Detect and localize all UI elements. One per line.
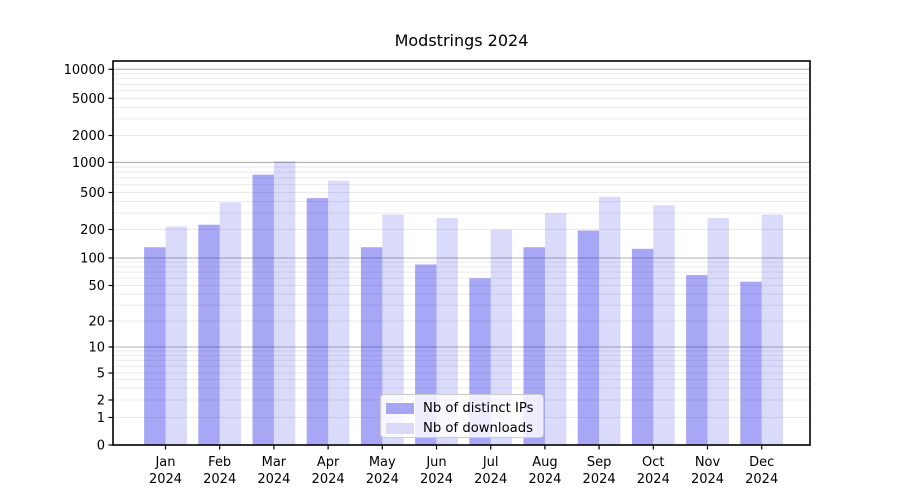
bar-mar-downloads	[273, 161, 296, 445]
y-tick-label: 1000	[72, 156, 105, 171]
legend: Nb of distinct IPs Nb of downloads	[380, 394, 544, 438]
x-tick-label-year: 2024	[474, 472, 507, 487]
bar-dec-downloads	[761, 214, 784, 445]
bar-apr-downloads	[328, 180, 350, 445]
y-tick-label: 10000	[64, 63, 105, 78]
bar-mar-ips	[252, 174, 274, 445]
y-tick-label: 2	[97, 394, 105, 409]
bar-nov-downloads	[707, 218, 729, 445]
x-tick-label-year: 2024	[420, 472, 453, 487]
bar-oct-downloads	[653, 205, 675, 445]
y-tick-label: 0	[97, 439, 105, 454]
axes-frame	[112, 60, 811, 446]
bar-jul-downloads	[490, 229, 513, 445]
x-tick-label-month: Jul	[482, 455, 499, 470]
legend-swatch-downloads	[386, 423, 414, 434]
y-tick-label: 2000	[72, 129, 105, 144]
x-tick-label-year: 2024	[745, 472, 778, 487]
y-tick-label: 500	[80, 186, 105, 201]
y-tick-label: 5	[97, 367, 105, 382]
x-tick-label-month: Dec	[749, 455, 774, 470]
legend-swatch-distinct-ips	[386, 403, 414, 414]
x-tick-label-month: Nov	[695, 455, 721, 470]
x-tick-label-year: 2024	[203, 472, 236, 487]
x-tick-label-year: 2024	[257, 472, 290, 487]
legend-item-downloads: Nb of downloads	[386, 420, 543, 437]
bar-aug-downloads	[544, 213, 567, 445]
bar-may-ips	[360, 247, 383, 445]
y-tick-label: 5000	[72, 92, 105, 107]
legend-label-distinct-ips: Nb of distinct IPs	[423, 401, 534, 416]
x-tick-label-year: 2024	[691, 472, 724, 487]
bar-jan-ips	[144, 247, 166, 445]
chart-title: Modstrings 2024	[394, 31, 529, 50]
x-tick-label-month: Aug	[532, 455, 557, 470]
y-tick-label: 1	[97, 411, 105, 426]
y-tick-label: 10	[88, 341, 105, 356]
y-tick-label: 20	[88, 315, 105, 330]
x-tick-label-month: Jan	[154, 455, 175, 470]
legend-item-distinct-ips: Nb of distinct IPs	[386, 400, 543, 417]
bar-feb-ips	[198, 224, 220, 445]
x-tick-label-month: Mar	[262, 455, 287, 470]
x-tick-label-month: Oct	[642, 455, 664, 470]
x-tick-label-month: May	[369, 455, 396, 470]
bar-sep-downloads	[599, 196, 621, 445]
x-tick-label-year: 2024	[312, 472, 345, 487]
y-tick-label: 200	[80, 223, 105, 238]
x-tick-label-month: Apr	[317, 455, 340, 470]
bar-jan-downloads	[165, 226, 187, 445]
x-tick-label-month: Sep	[587, 455, 612, 470]
bar-oct-ips	[631, 248, 654, 445]
legend-label-downloads: Nb of downloads	[423, 421, 533, 436]
bar-dec-ips	[740, 281, 762, 445]
bar-sep-ips	[577, 230, 600, 445]
x-tick-label-year: 2024	[366, 472, 399, 487]
y-tick-label: 50	[88, 279, 105, 294]
x-tick-label-year: 2024	[149, 472, 182, 487]
bar-jun-downloads	[436, 218, 458, 445]
x-tick-label-year: 2024	[528, 472, 561, 487]
bar-may-downloads	[382, 214, 404, 445]
bar-nov-ips	[686, 275, 708, 445]
x-tick-label-year: 2024	[583, 472, 616, 487]
bar-apr-ips	[306, 198, 329, 445]
y-tick-label: 100	[80, 252, 105, 267]
x-tick-label-year: 2024	[637, 472, 670, 487]
bar-feb-downloads	[219, 202, 242, 445]
x-tick-label-month: Jun	[425, 455, 446, 470]
x-tick-label-month: Feb	[208, 455, 231, 470]
